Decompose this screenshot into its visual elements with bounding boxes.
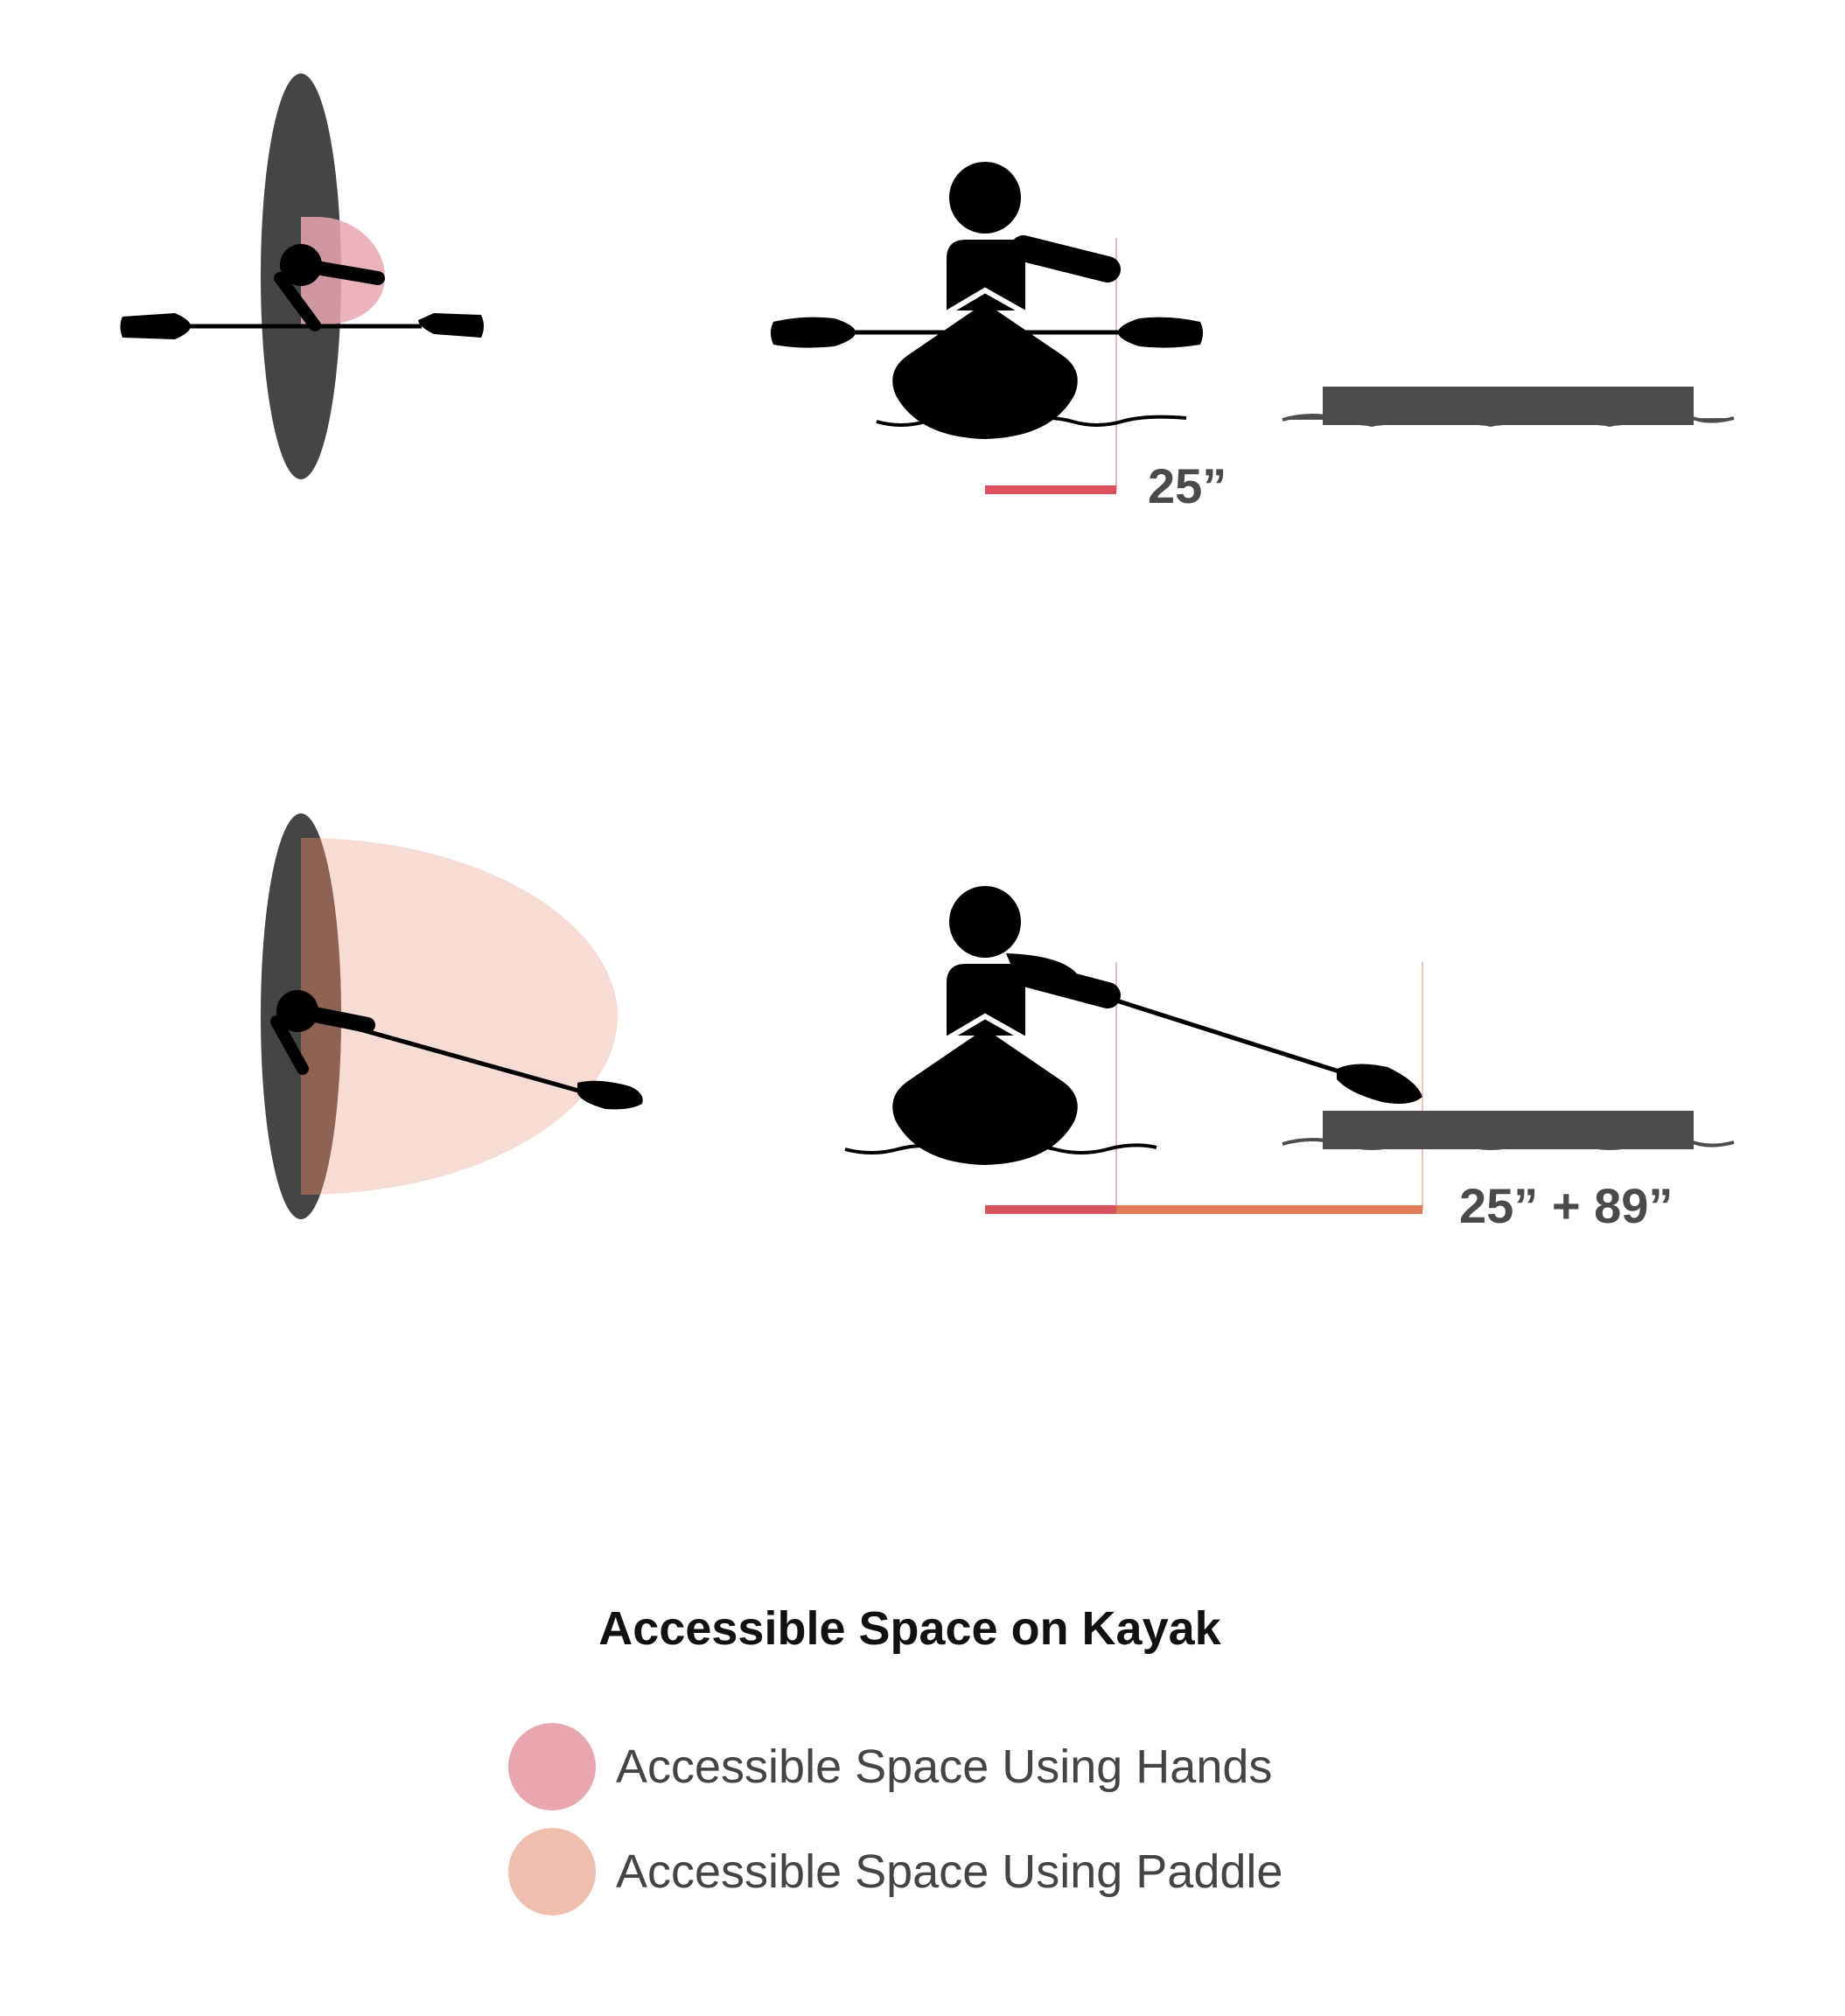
top-view-hands <box>120 73 484 479</box>
legend-swatch-hands <box>508 1723 596 1810</box>
person-torso <box>947 240 1025 310</box>
water-line <box>876 415 1187 427</box>
dock-water-line <box>1282 414 1735 426</box>
legend-title: Accessible Space on Kayak <box>598 1602 1221 1655</box>
legend-item-paddle: Accessible Space Using Paddle <box>508 1828 1282 1915</box>
paddle-blade-right <box>1118 317 1203 348</box>
dock <box>1323 1111 1694 1149</box>
kayak-hull <box>892 1029 1078 1165</box>
person-arm <box>1010 235 1121 283</box>
dock-bottom <box>1282 1111 1735 1150</box>
person-arm <box>1009 959 1121 1008</box>
paddle-blade <box>577 1080 643 1110</box>
paddle-blade <box>1337 1064 1422 1104</box>
top-view-paddle <box>261 813 643 1219</box>
person-arm-back <box>270 1015 309 1075</box>
hull-notch <box>945 287 1027 316</box>
paddle-shaft <box>1110 996 1348 1077</box>
paddle-blade-right <box>418 313 484 338</box>
water-line <box>844 1143 1157 1154</box>
paddle-reach-area <box>301 838 618 1195</box>
paddle-blade-left <box>771 317 856 348</box>
kayak-hull <box>892 303 1078 439</box>
person-torso <box>947 964 1025 1036</box>
dock-top <box>1282 387 1735 427</box>
legend: Accessible Space on Kayak Accessible Spa… <box>508 1602 1282 1915</box>
person-arm-front <box>290 1003 375 1033</box>
front-view-hands: 25” <box>771 162 1227 513</box>
legend-label-hands: Accessible Space Using Hands <box>616 1740 1272 1793</box>
person-arm-front <box>294 258 385 285</box>
dock-wave-fill <box>1323 415 1694 427</box>
person-head <box>949 162 1021 234</box>
legend-swatch-paddle <box>508 1828 596 1915</box>
person-head <box>949 886 1021 958</box>
legend-item-hands: Accessible Space Using Hands <box>508 1723 1272 1810</box>
paddle-blade-left <box>120 313 191 339</box>
combined-measure-label: 25” + 89” <box>1459 1178 1673 1233</box>
hands-measure-label: 25” <box>1148 458 1227 513</box>
legend-label-paddle: Accessible Space Using Paddle <box>616 1845 1282 1898</box>
front-view-paddle: 25” + 89” <box>844 886 1673 1233</box>
hull-notch <box>945 1013 1027 1042</box>
dock-water-line <box>1282 1138 1735 1150</box>
person-arm-back <box>274 272 321 331</box>
